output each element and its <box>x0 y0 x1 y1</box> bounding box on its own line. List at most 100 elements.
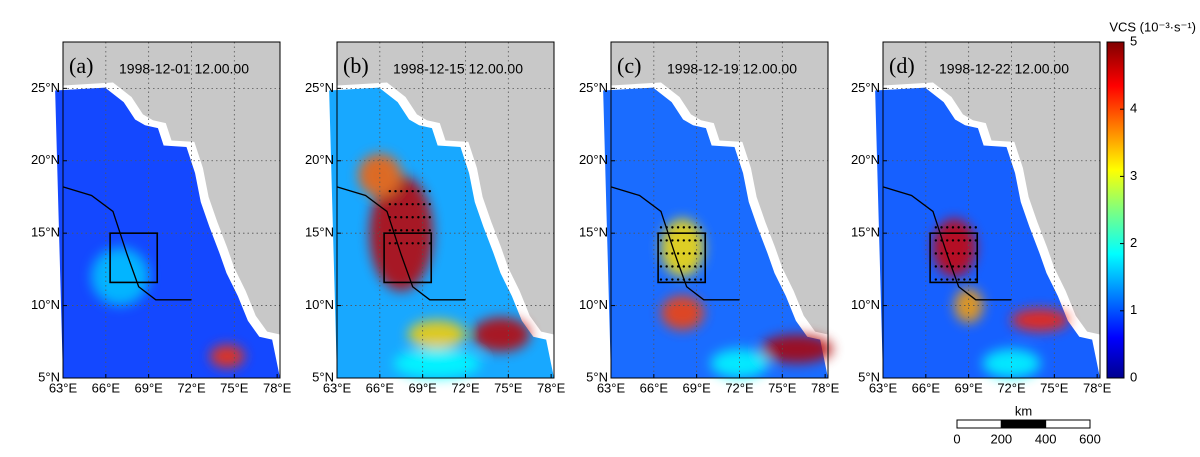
study-box <box>929 232 979 284</box>
dot <box>659 278 663 281</box>
dot <box>400 229 403 232</box>
dot <box>388 229 392 232</box>
dot <box>946 252 949 255</box>
dot <box>428 229 431 232</box>
panel-label: (b) <box>343 53 369 78</box>
dot <box>671 265 674 268</box>
dot <box>676 278 680 281</box>
scale-tick-label: 200 <box>990 431 1012 446</box>
dot <box>934 239 938 242</box>
x-tick-label: 63°E <box>869 380 898 395</box>
panel-frame <box>62 41 281 379</box>
dot <box>694 226 697 229</box>
dot <box>963 239 966 242</box>
dot <box>694 239 697 242</box>
vcs-patch <box>982 349 1041 378</box>
vcs-patch <box>393 349 481 378</box>
dot <box>400 189 403 193</box>
y-tick-label: 5°N <box>38 369 60 384</box>
dot <box>671 239 674 242</box>
colorbar-title: VCS (10⁻³·s⁻¹) <box>1109 19 1196 34</box>
panel-label: (d) <box>889 53 915 78</box>
vcs-patch <box>209 344 245 368</box>
study-box <box>109 232 159 284</box>
dot <box>411 216 414 219</box>
dot <box>957 252 960 255</box>
dot <box>951 278 955 281</box>
track <box>882 186 1012 301</box>
dot <box>699 239 703 242</box>
dot <box>940 239 943 242</box>
track <box>336 186 466 301</box>
dot <box>422 203 426 206</box>
track <box>62 186 192 301</box>
dot <box>946 226 949 229</box>
x-tick-label: 78°E <box>1083 380 1112 395</box>
dot <box>974 252 977 255</box>
scale-tick-label: 0 <box>953 431 960 446</box>
study-box <box>657 232 707 284</box>
dot <box>671 226 674 229</box>
y-tick-label: 5°N <box>858 369 880 384</box>
x-tick-label: 72°E <box>725 380 754 395</box>
scale-segment <box>1045 419 1091 429</box>
y-tick-label: 10°N <box>579 297 608 312</box>
vcs-patch <box>472 317 531 352</box>
vcs-patch <box>91 247 150 306</box>
dot <box>940 265 943 268</box>
dot <box>963 265 966 268</box>
dot <box>934 278 938 281</box>
y-tick-label: 10°N <box>851 297 880 312</box>
y-tick-label: 10°N <box>31 297 60 312</box>
y-tick-label: 15°N <box>305 225 334 240</box>
x-tick-label: 75°E <box>1040 380 1069 395</box>
dot <box>682 265 686 268</box>
dot <box>422 242 426 245</box>
vcs-patch <box>710 349 769 378</box>
dot <box>394 242 397 245</box>
ocean-features <box>91 247 245 368</box>
dot <box>405 189 409 193</box>
dot <box>428 216 431 219</box>
vcs-patch <box>1011 308 1069 332</box>
dot <box>659 252 663 255</box>
colorbar-tick-label: 0 <box>1130 369 1137 384</box>
x-tick-label: 72°E <box>177 380 206 395</box>
x-tick-label: 66°E <box>92 380 121 395</box>
scale-segment <box>956 419 1002 429</box>
x-tick-label: 72°E <box>997 380 1026 395</box>
dot <box>411 229 414 232</box>
dot <box>951 239 955 242</box>
vcs-patch <box>760 334 833 364</box>
x-tick-label: 78°E <box>811 380 840 395</box>
dot <box>428 203 431 206</box>
dot <box>699 278 703 281</box>
dot <box>934 226 938 229</box>
dot <box>405 229 409 232</box>
colorbar-tick-label: 1 <box>1130 302 1137 317</box>
x-tick-label: 66°E <box>366 380 395 395</box>
dot <box>688 226 691 229</box>
y-tick-label: 15°N <box>31 225 60 240</box>
study-box <box>383 232 433 284</box>
dot <box>934 252 938 255</box>
y-tick-label: 25°N <box>305 80 334 95</box>
dot <box>405 203 409 206</box>
x-tick-label: 66°E <box>912 380 941 395</box>
y-tick-label: 10°N <box>305 297 334 312</box>
dot <box>957 226 960 229</box>
y-tick-label: 25°N <box>579 80 608 95</box>
scale-tick-label: 400 <box>1035 431 1057 446</box>
dot <box>974 265 977 268</box>
dot <box>957 278 960 281</box>
dot <box>968 226 972 229</box>
dot <box>665 252 668 255</box>
dot <box>659 239 663 242</box>
dot <box>665 239 668 242</box>
scale-unit: km <box>1015 403 1032 418</box>
dot <box>388 203 392 206</box>
x-tick-label: 63°E <box>597 380 626 395</box>
y-tick-label: 20°N <box>851 152 880 167</box>
map-panel: 63°E 66°E 69°E 72°E 75°E 78°E 5°N 10°N 15°N 20°N 2… <box>305 41 566 395</box>
